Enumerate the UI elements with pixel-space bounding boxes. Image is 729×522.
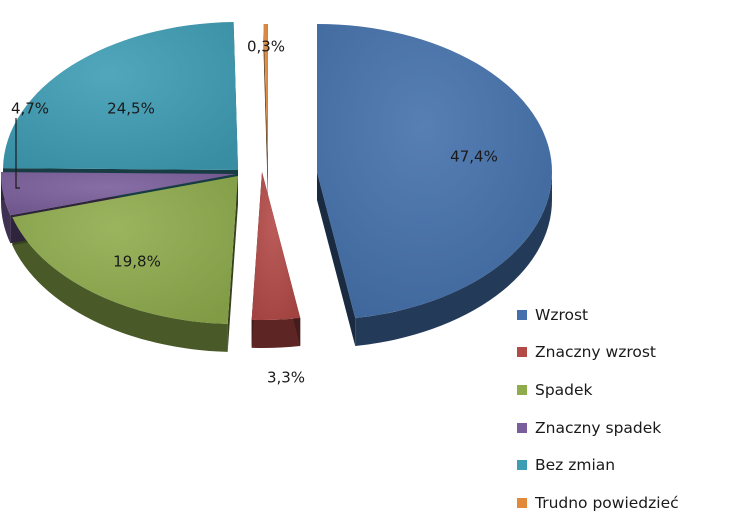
pie-slice-shade-1 xyxy=(251,172,301,320)
legend-label: Spadek xyxy=(535,380,593,399)
pie-slice-shade-5 xyxy=(263,24,268,172)
pie-slice-wall-1 xyxy=(251,318,301,348)
data-label-4: 24,5% xyxy=(107,100,155,118)
legend-label: Wzrost xyxy=(535,305,589,324)
legend-label: Znaczny spadek xyxy=(535,418,662,437)
data-label-1: 3,3% xyxy=(267,369,305,387)
legend-swatch xyxy=(517,422,527,433)
pie-slice-shade-0 xyxy=(317,24,552,319)
legend-item: Spadek xyxy=(517,371,727,409)
pie-slice-wall-0 xyxy=(355,172,552,347)
pie-slice-shade-3 xyxy=(1,172,237,216)
pie-slice-cut-5-0 xyxy=(263,24,268,200)
legend-swatch xyxy=(517,384,527,395)
legend-swatch xyxy=(517,460,527,471)
legend-label: Znaczny wzrost xyxy=(535,343,657,362)
pie-data-labels: 47,4% 3,3% 19,8% 4,7% 24,5% 0,3% xyxy=(11,38,498,387)
pie-slice-cut-0-1 xyxy=(317,172,356,347)
pie-slice-tops xyxy=(1,22,552,324)
legend-swatch xyxy=(517,309,527,320)
pie-slice-cut-2-0 xyxy=(227,176,238,352)
pie-slice-shade-2 xyxy=(12,176,239,324)
legend-item: Wzrost xyxy=(517,296,727,334)
data-label-0: 47,4% xyxy=(450,148,498,166)
pie-slice-shade-4 xyxy=(3,22,238,170)
pie-slice-wall-3 xyxy=(1,174,11,244)
legend-swatch xyxy=(517,497,527,508)
legend-item: Znaczny spadek xyxy=(517,409,727,447)
chart-legend: Wzrost Znaczny wzrost Spadek Znaczny spadek… xyxy=(517,296,727,522)
data-label-2: 19,8% xyxy=(113,253,161,271)
data-label-3: 4,7% xyxy=(11,100,49,118)
legend-item: Znaczny wzrost xyxy=(517,334,727,372)
legend-item: Trudno powiedzieć xyxy=(517,484,727,522)
legend-swatch xyxy=(517,347,527,358)
legend-label: Trudno powiedzieć xyxy=(535,493,679,512)
legend-item: Bez zmian xyxy=(517,446,727,484)
data-label-5: 0,3% xyxy=(247,38,285,56)
leader-line xyxy=(15,118,20,189)
pie-slice-wall-2 xyxy=(12,217,228,352)
legend-label: Bez zmian xyxy=(535,456,616,475)
